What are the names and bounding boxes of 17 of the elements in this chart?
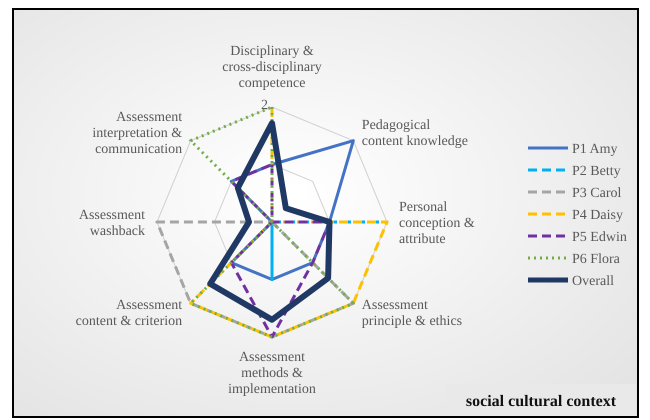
spoke-label: Disciplinary & cross-disciplinary competence: [222, 44, 322, 91]
legend-label: P5 Edwin: [572, 230, 627, 245]
spoke-label: Assessment content & criterion: [76, 298, 182, 329]
legend-label: Overall: [572, 274, 614, 289]
spoke-label: Pedagogical content knowledge: [362, 118, 468, 150]
legend-label: P1 Amy: [572, 142, 618, 157]
text: social cultural context: [466, 393, 617, 410]
legend-label: P2 Betty: [572, 164, 621, 179]
legend-label: P6 Flora: [572, 252, 621, 267]
legend-label: P4 Daisy: [572, 208, 623, 223]
legend-label: P3 Carol: [572, 186, 622, 201]
text: 2: [261, 98, 268, 113]
spoke-label: Assessment interpretation & communication: [92, 110, 182, 158]
spoke-label: Assessment methods & implementation: [228, 350, 316, 397]
spoke-label: Personal conception & attribute: [399, 200, 475, 247]
spoke-label: Assessment washback: [78, 208, 146, 239]
spoke-label: Assessment principle & ethics: [362, 298, 462, 329]
